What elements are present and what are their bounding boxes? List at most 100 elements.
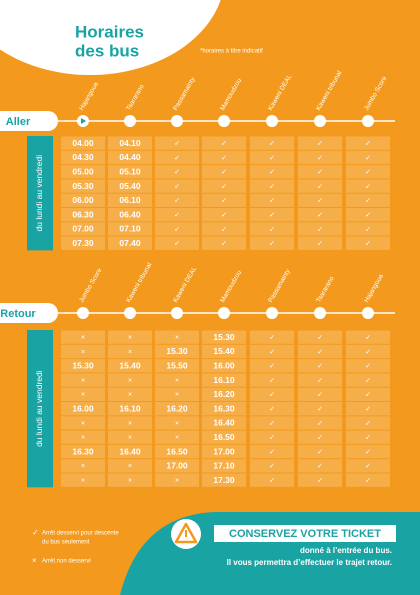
cell: [298, 373, 342, 387]
cell: [202, 165, 246, 179]
time: 06.00: [72, 195, 94, 205]
time: 16.10: [213, 375, 235, 385]
symbol: ✓: [317, 363, 323, 370]
cell: [155, 179, 199, 193]
time: 07.00: [72, 224, 94, 234]
legend-text: Arrêt non desservi: [42, 559, 91, 565]
legend-symbol: ×: [32, 556, 37, 565]
stop-dot: [171, 307, 183, 319]
cell: [202, 416, 246, 430]
cell: [250, 165, 294, 179]
symbol: ✓: [317, 183, 323, 190]
symbol: ✓: [221, 241, 227, 248]
cell: [298, 150, 342, 165]
symbol: ✓: [317, 377, 323, 384]
cell: [346, 330, 390, 344]
time: 05.10: [119, 167, 141, 177]
symbol: ✓: [269, 363, 275, 370]
time: 06.10: [119, 195, 141, 205]
time: 16.20: [213, 389, 235, 399]
cell: [250, 330, 294, 344]
symbol: ✓: [269, 435, 275, 442]
cell: [61, 459, 105, 473]
symbol: ✓: [317, 449, 323, 456]
symbol: ✓: [365, 406, 371, 413]
cell: [298, 165, 342, 179]
symbol: ✓: [317, 420, 323, 427]
warning-icon: [174, 522, 198, 544]
symbol: ✓: [269, 463, 275, 470]
cell: [250, 430, 294, 444]
cell: [155, 165, 199, 179]
cell: [108, 459, 152, 473]
symbol: ✓: [365, 155, 371, 162]
stop-dot: [124, 115, 136, 127]
cell: [108, 208, 152, 222]
cell: [298, 136, 342, 150]
stop-dot: [218, 115, 230, 127]
symbol: ✓: [174, 198, 180, 205]
cell: [346, 165, 390, 179]
symbol: ×: [128, 392, 132, 399]
cell: [346, 444, 390, 459]
section-pill: [0, 111, 58, 131]
symbol: ✓: [269, 155, 275, 162]
symbol: ×: [175, 435, 179, 442]
cell: [202, 444, 246, 459]
cell: [250, 359, 294, 373]
cell: [108, 416, 152, 430]
stop-dot: [266, 307, 278, 319]
cell: [298, 222, 342, 236]
symbol: ✓: [221, 155, 227, 162]
time: 04.40: [119, 152, 141, 162]
cell: [155, 459, 199, 473]
cell: [202, 430, 246, 444]
cell: [202, 236, 246, 250]
cell: [202, 344, 246, 359]
cell: [155, 344, 199, 359]
time: 16.50: [166, 446, 188, 456]
symbol: ✓: [317, 140, 323, 147]
cell: [346, 236, 390, 250]
symbol: ✓: [174, 183, 180, 190]
title: Horaires: [75, 22, 144, 41]
cell: [155, 416, 199, 430]
symbol: ✓: [317, 392, 323, 399]
symbol: ×: [175, 334, 179, 341]
stop-dot: [266, 115, 278, 127]
cell: [346, 430, 390, 444]
cell: [108, 444, 152, 459]
cell: [61, 330, 105, 344]
cell: [155, 359, 199, 373]
cell: [108, 344, 152, 359]
time: 07.30: [72, 238, 94, 248]
cell: [250, 193, 294, 207]
symbol: ✓: [174, 241, 180, 248]
time: 16.00: [72, 403, 94, 413]
cell: [61, 359, 105, 373]
time: 16.00: [213, 361, 235, 371]
cell: [108, 179, 152, 193]
symbol: ✓: [221, 169, 227, 176]
cell: [298, 330, 342, 344]
cell: [61, 236, 105, 250]
time: 17.10: [213, 461, 235, 471]
cell: [108, 236, 152, 250]
symbol: ✓: [317, 463, 323, 470]
symbol: ✓: [269, 334, 275, 341]
cell: [202, 222, 246, 236]
cell: [298, 473, 342, 487]
cell: [108, 136, 152, 150]
symbol: ✓: [365, 198, 371, 205]
symbol: ×: [81, 463, 85, 470]
cell: [346, 459, 390, 473]
time: 04.30: [72, 152, 94, 162]
symbol: ×: [81, 477, 85, 484]
cell: [108, 165, 152, 179]
time: 05.30: [72, 181, 94, 191]
symbol: ✓: [221, 226, 227, 233]
start-arrow: [81, 118, 86, 124]
cell: [250, 373, 294, 387]
cell: [298, 387, 342, 401]
symbol: ✓: [317, 212, 323, 219]
